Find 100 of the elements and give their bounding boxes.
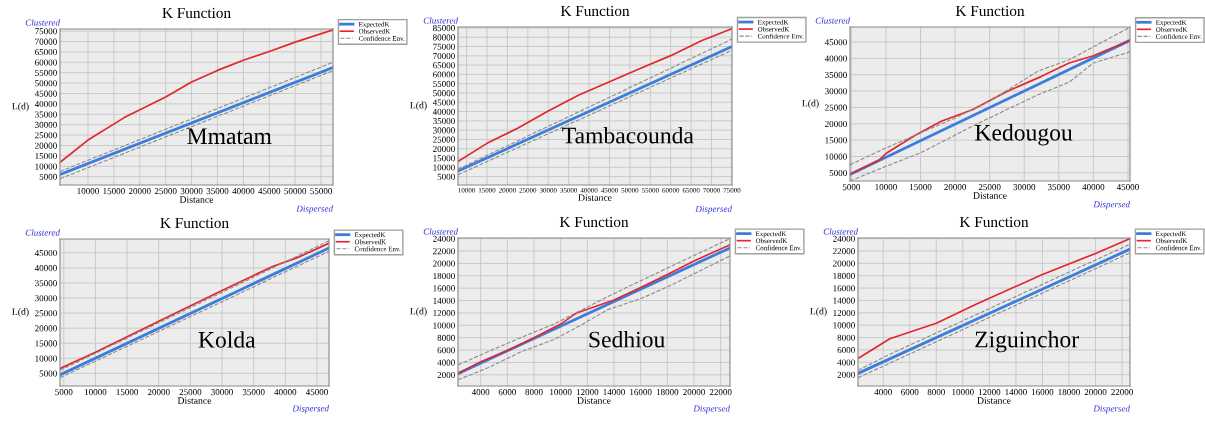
y-tick-label: 5000 xyxy=(437,173,455,180)
y-tick-label: 16000 xyxy=(833,285,855,292)
x-tick-label: 10000 xyxy=(77,188,99,195)
y-tick-label: 10000 xyxy=(833,322,855,329)
y-tick-label: 20000 xyxy=(433,260,455,267)
x-tick-label: 40000 xyxy=(232,188,255,195)
x-tick-label: 5000 xyxy=(842,184,861,191)
annotation: Kedougou xyxy=(975,124,1073,146)
x-tick-label: 30000 xyxy=(1013,184,1036,191)
y-tick-label: 15000 xyxy=(433,155,455,162)
y-tick-label: 14000 xyxy=(833,297,855,304)
y-tick-label: 30000 xyxy=(35,295,57,302)
x-tick-label: 8000 xyxy=(525,389,543,396)
y-tick-label: 6000 xyxy=(837,347,855,354)
y-tick-label: 10000 xyxy=(825,153,847,160)
y-tick-label: 18000 xyxy=(833,272,855,279)
x-tick-label: 20000 xyxy=(683,389,705,396)
y-tick-label: 45000 xyxy=(824,39,847,46)
chart-title: K Function xyxy=(560,5,630,17)
x-tick-label: 25000 xyxy=(154,188,177,195)
x-axis-title: Distance xyxy=(977,397,1011,404)
x-tick-label: 14000 xyxy=(1005,389,1027,396)
y-tick-label: 2000 xyxy=(837,371,855,378)
chart-title: K Function xyxy=(160,217,229,229)
x-tick-label: 55000 xyxy=(310,188,333,195)
y-tick-label: 16000 xyxy=(433,285,455,292)
x-tick-label: 15000 xyxy=(103,188,125,195)
annotation: Mmatam xyxy=(187,128,272,145)
y-tick-label: 6000 xyxy=(437,347,455,354)
y-tick-label: 10000 xyxy=(433,164,455,171)
y-tick-label: 4000 xyxy=(837,359,855,366)
y-axis-title: L(d) xyxy=(810,307,827,317)
y-tick-label: 25000 xyxy=(35,310,57,317)
y-tick-label: 12000 xyxy=(833,309,855,317)
y-tick-label: 65000 xyxy=(433,62,455,69)
x-axis-title: Distance xyxy=(177,397,212,404)
x-tick-label: 20000 xyxy=(944,184,967,191)
x-tick-label: 8000 xyxy=(927,389,945,396)
y-tick-label: 35000 xyxy=(825,71,847,78)
text: Clustered xyxy=(25,19,61,26)
y-tick-label: 45000 xyxy=(34,90,57,97)
x-tick-label: 40000 xyxy=(274,389,297,396)
x-tick-label: 45000 xyxy=(305,389,328,396)
y-tick-label: 40000 xyxy=(824,55,847,62)
chart-title: K Function xyxy=(959,216,1029,228)
text: Clustered xyxy=(25,229,61,236)
y-tick-label: 65000 xyxy=(35,49,57,56)
x-tick-label: 35000 xyxy=(242,389,265,396)
x-axis-title: Distance xyxy=(973,192,1007,199)
y-tick-label: 15000 xyxy=(35,340,57,347)
y-tick-label: 24000 xyxy=(833,235,855,242)
y-tick-label: 70000 xyxy=(433,52,455,60)
y-tick-label: 25000 xyxy=(433,136,455,143)
y-tick-label: 20000 xyxy=(433,145,455,152)
y-tick-label: 18000 xyxy=(433,272,455,279)
x-tick-label: 16000 xyxy=(630,389,652,396)
x-tick-label: 6000 xyxy=(901,389,919,396)
y-tick-label: 40000 xyxy=(34,265,57,272)
y-tick-label: 35000 xyxy=(35,280,57,287)
text: Dispersed xyxy=(1093,405,1131,414)
x-tick-label: 14000 xyxy=(603,389,625,396)
text: Clustered xyxy=(823,228,859,235)
x-tick-label: 20000 xyxy=(128,188,151,195)
x-tick-label: 25000 xyxy=(179,389,202,396)
y-tick-label: 24000 xyxy=(433,235,455,242)
annotation: Kolda xyxy=(198,331,256,348)
x-tick-label: 10000 xyxy=(952,389,974,396)
annotation: Tambacounda xyxy=(562,126,694,144)
y-tick-label: 55000 xyxy=(35,69,57,76)
x-tick-label: 45000 xyxy=(258,188,281,195)
x-tick-label: 18000 xyxy=(656,389,679,396)
x-tick-label: 12000 xyxy=(978,389,1001,396)
x-tick-label: 12000 xyxy=(576,389,599,396)
x-tick-label: 22000 xyxy=(709,389,732,396)
y-tick-label: 4000 xyxy=(437,359,455,366)
text: Dispersed xyxy=(1093,201,1131,210)
x-tick-label: 15000 xyxy=(910,184,932,191)
y-axis-title: L(d) xyxy=(12,102,29,112)
x-tick-label: 20000 xyxy=(1084,389,1107,396)
y-tick-label: 85000 xyxy=(433,25,455,32)
y-tick-label: 5000 xyxy=(829,169,847,177)
y-tick-label: 35000 xyxy=(35,111,57,118)
y-axis-title: L(d) xyxy=(802,99,819,109)
y-tick-label: 50000 xyxy=(433,90,455,97)
y-tick-label: 8000 xyxy=(837,334,855,341)
chart-title: K Function xyxy=(559,216,629,228)
y-tick-label: 50000 xyxy=(35,80,57,87)
text: Clustered xyxy=(815,17,851,24)
y-tick-label: 30000 xyxy=(433,127,455,134)
y-tick-label: 75000 xyxy=(35,28,57,35)
y-tick-label: 12000 xyxy=(433,310,455,317)
x-tick-label: 50000 xyxy=(284,188,307,195)
y-axis-title: L(d) xyxy=(410,101,427,111)
y-tick-label: 10000 xyxy=(35,163,57,170)
y-tick-label: 40000 xyxy=(432,108,455,115)
x-tick-label: 22000 xyxy=(1111,389,1133,396)
text: Dispersed xyxy=(693,405,731,414)
x-tick-label: 45000 xyxy=(1116,184,1139,191)
y-tick-label: 55000 xyxy=(433,80,455,87)
y-tick-label: 5000 xyxy=(39,370,57,377)
